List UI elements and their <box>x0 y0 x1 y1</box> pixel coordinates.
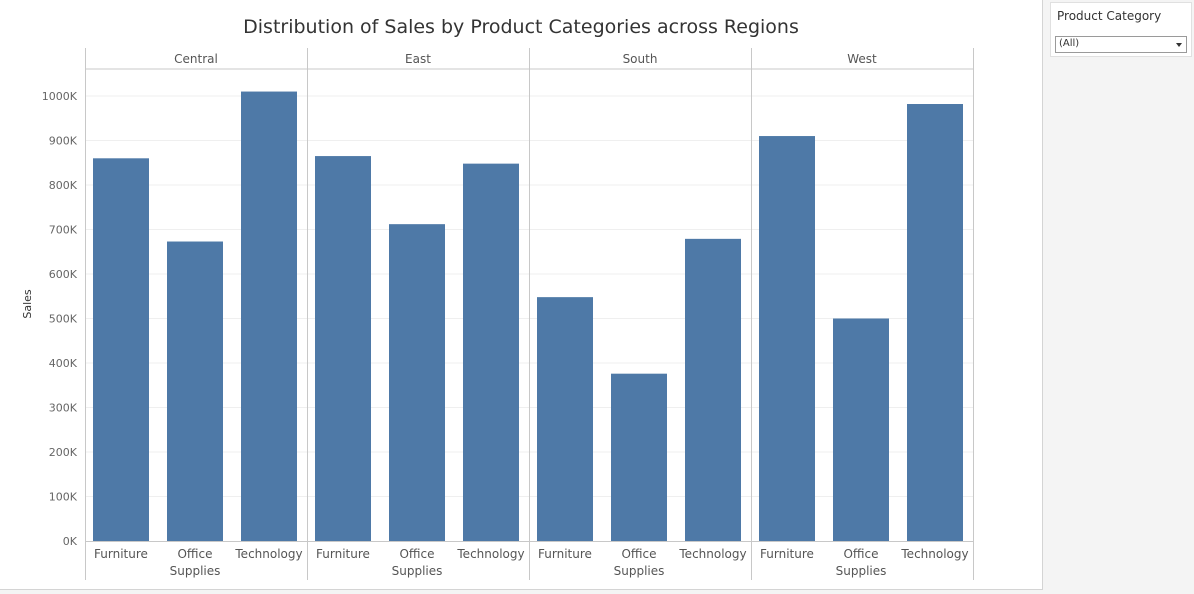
bars <box>93 91 963 542</box>
bar-west-furniture[interactable] <box>759 136 815 542</box>
x-tick-label: Supplies <box>170 564 221 578</box>
region-headers: Central East South West <box>174 52 877 66</box>
x-tick-label: Technology <box>900 547 968 561</box>
bar-south-technology[interactable] <box>685 238 741 541</box>
region-header-west: West <box>847 52 877 66</box>
x-tick-label: Office <box>843 547 878 561</box>
bar-chart: Distribution of Sales by Product Categor… <box>21 16 974 580</box>
x-tick-label: Supplies <box>614 564 665 578</box>
y-tick-label: 1000K <box>42 90 78 103</box>
chart-title: Distribution of Sales by Product Categor… <box>243 16 799 38</box>
x-tick-label: Technology <box>234 547 302 561</box>
product-category-dropdown[interactable]: (All) <box>1055 36 1187 53</box>
x-tick-label: Furniture <box>316 547 370 561</box>
y-tick-label: 200K <box>49 446 78 459</box>
x-tick-label: Technology <box>456 547 524 561</box>
bar-south-office-supplies[interactable] <box>611 373 667 541</box>
bar-central-technology[interactable] <box>241 91 297 542</box>
chevron-down-icon[interactable] <box>1176 43 1182 47</box>
bar-west-technology[interactable] <box>907 104 963 541</box>
region-header-central: Central <box>174 52 218 66</box>
bar-east-technology[interactable] <box>463 163 519 541</box>
product-category-filter: Product Category (All) <box>1050 2 1192 57</box>
bar-south-furniture[interactable] <box>537 297 593 541</box>
y-tick-label: 900K <box>49 135 78 148</box>
bar-east-office-supplies[interactable] <box>389 224 445 541</box>
x-tick-label: Furniture <box>94 547 148 561</box>
bar-central-office-supplies[interactable] <box>167 241 223 541</box>
y-tick-label: 500K <box>49 313 78 326</box>
bar-central-furniture[interactable] <box>93 158 149 542</box>
y-axis-ticks: 0K 100K 200K 300K 400K 500K 600K 700K 800K 900K 10… <box>42 90 78 548</box>
y-tick-label: 600K <box>49 268 78 281</box>
y-tick-label: 800K <box>49 179 78 192</box>
y-tick-label: 300K <box>49 402 78 415</box>
x-tick-label: Furniture <box>538 547 592 561</box>
bar-west-office-supplies[interactable] <box>833 318 889 542</box>
filter-title: Product Category <box>1057 9 1162 23</box>
y-tick-label: 100K <box>49 491 78 504</box>
panel-frames <box>85 48 974 580</box>
dropdown-selected-value: (All) <box>1059 38 1080 49</box>
x-tick-label: Office <box>177 547 212 561</box>
y-tick-label: 400K <box>49 357 78 370</box>
y-axis-label: Sales <box>21 289 34 319</box>
x-tick-label: Supplies <box>836 564 887 578</box>
y-tick-label: 700K <box>49 224 78 237</box>
x-axis-ticks: Furniture Office Supplies Technology Furnitu… <box>94 547 969 578</box>
x-tick-label: Office <box>621 547 656 561</box>
region-header-east: East <box>405 52 431 66</box>
y-tick-label: 0K <box>63 535 78 548</box>
region-header-south: South <box>623 52 658 66</box>
chart-panel: Distribution of Sales by Product Categor… <box>0 0 1043 590</box>
x-tick-label: Office <box>399 547 434 561</box>
x-tick-label: Technology <box>678 547 746 561</box>
x-tick-label: Supplies <box>392 564 443 578</box>
bar-east-furniture[interactable] <box>315 156 371 541</box>
x-tick-label: Furniture <box>760 547 814 561</box>
